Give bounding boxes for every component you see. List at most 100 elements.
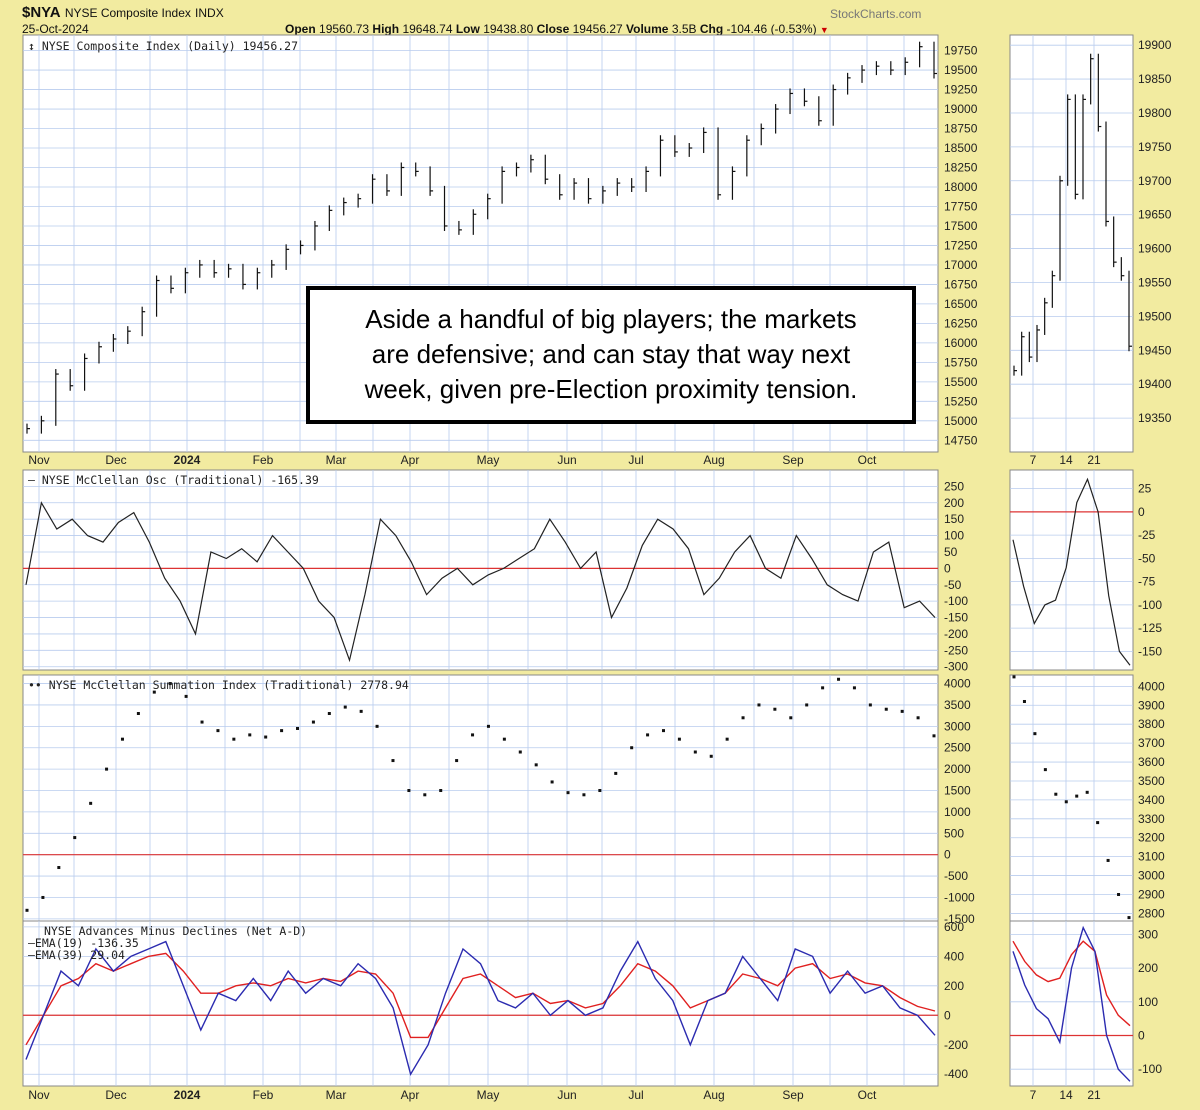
- side-ema39-line: [1012, 940, 1131, 1027]
- side-summation-dot: [1085, 790, 1089, 794]
- side-panel-0: [1009, 34, 1134, 453]
- summation-dot: [168, 682, 172, 686]
- summation-dot: [757, 703, 761, 707]
- x-month-label: 2024: [174, 453, 201, 467]
- y-tick-label: 4000: [944, 677, 971, 691]
- y-tick-label: 150: [944, 512, 964, 526]
- y-tick-label: 18250: [944, 161, 978, 175]
- summation-dot: [152, 690, 156, 694]
- y-tick-label: 0: [944, 561, 951, 575]
- low-value: 19438.80: [483, 22, 534, 36]
- y-tick-label: -125: [1138, 621, 1162, 635]
- y-tick-label: 4000: [1138, 679, 1165, 693]
- summation-dot: [709, 754, 713, 758]
- summation-dot: [661, 729, 665, 733]
- x-day-label: 7: [1030, 453, 1037, 467]
- y-tick-label: 19250: [944, 83, 978, 97]
- summation-dot: [343, 705, 347, 709]
- summation-dot: [391, 759, 395, 763]
- side-osc-line: [1012, 477, 1131, 666]
- y-tick-label: 3600: [1138, 755, 1165, 769]
- summation-dot: [630, 746, 634, 750]
- side-summation-dot: [1033, 732, 1037, 736]
- y-tick-label: -100: [1138, 598, 1162, 612]
- panel-frame: [22, 674, 939, 922]
- y-tick-label: 19900: [1138, 38, 1172, 52]
- ema39-legend: —EMA(39) 29.04: [28, 948, 125, 962]
- y-tick-label: -150: [1138, 644, 1162, 658]
- index-name: NYSE Composite Index: [64, 6, 191, 20]
- summation-dot: [534, 763, 538, 767]
- main-panel-1: [22, 469, 939, 671]
- y-tick-label: 3000: [944, 719, 971, 733]
- price-panel-title: ↕ NYSE Composite Index (Daily) 19456.27: [28, 39, 298, 53]
- summation-dot: [248, 733, 252, 737]
- x-month-label: Aug: [703, 453, 724, 467]
- summation-dot: [89, 801, 93, 805]
- y-tick-label: 2000: [944, 762, 971, 776]
- y-tick-label: -500: [944, 869, 968, 883]
- side-summation-dot: [1022, 699, 1026, 703]
- summation-dot: [327, 712, 331, 716]
- x-month-label: Aug: [703, 1088, 724, 1102]
- y-tick-label: 3800: [1138, 717, 1165, 731]
- y-tick-label: 100: [1138, 995, 1158, 1009]
- side-panel-1: [1009, 469, 1134, 671]
- y-tick-label: -150: [944, 611, 968, 625]
- y-tick-label: 19450: [1138, 343, 1172, 357]
- ad-panel-title: NYSE Advances Minus Declines (Net A-D): [44, 924, 307, 938]
- high-value: 19648.74: [402, 22, 453, 36]
- panel-frame: [1009, 674, 1134, 922]
- y-tick-label: 600: [944, 920, 964, 934]
- y-tick-label: 17500: [944, 219, 978, 233]
- summation-dot: [868, 703, 872, 707]
- ema19-legend: —EMA(19) -136.35: [28, 936, 139, 950]
- y-tick-label: 19500: [1138, 309, 1172, 323]
- y-tick-label: 3000: [1138, 869, 1165, 883]
- summation-dot: [518, 750, 522, 754]
- y-tick-label: 18750: [944, 122, 978, 136]
- y-tick-label: 25: [1138, 482, 1152, 496]
- y-tick-label: -75: [1138, 575, 1156, 589]
- y-tick-label: 400: [944, 949, 964, 963]
- y-tick-label: 1500: [944, 784, 971, 798]
- summation-dot: [932, 734, 936, 738]
- symbol: $NYA: [22, 4, 61, 21]
- summation-dot: [837, 677, 841, 681]
- summation-dot: [359, 709, 363, 713]
- y-tick-label: 18000: [944, 180, 978, 194]
- y-tick-label: 19500: [944, 63, 978, 77]
- summation-dot: [471, 733, 475, 737]
- summation-dot: [439, 789, 443, 793]
- panel-frame: [22, 469, 939, 671]
- y-tick-label: 14750: [944, 433, 978, 447]
- summation-dot: [598, 789, 602, 793]
- x-month-label: Mar: [326, 453, 347, 467]
- high-label: High: [372, 22, 400, 36]
- y-tick-label: 16250: [944, 316, 978, 330]
- y-tick-label: -50: [1138, 551, 1156, 565]
- exchange: INDX: [195, 6, 224, 20]
- main-panel-3: [22, 920, 939, 1087]
- callout-line-3: week, given pre-Election proximity tensi…: [364, 374, 858, 404]
- x-month-label: Jul: [628, 1088, 643, 1102]
- summation-dot: [646, 733, 650, 737]
- summation-dot: [455, 759, 459, 763]
- osc-panel-title: — NYSE McClellan Osc (Traditional) -165.…: [28, 473, 319, 487]
- y-tick-label: 0: [1138, 1028, 1145, 1042]
- x-month-label: Jun: [557, 453, 576, 467]
- volume-value: 3.5B: [671, 22, 697, 36]
- x-month-label: Nov: [28, 1088, 49, 1102]
- ohlc-bar: Open 19560.73 High 19648.74 Low 19438.80…: [285, 22, 829, 36]
- y-tick-label: 2500: [944, 741, 971, 755]
- y-tick-label: 19600: [1138, 242, 1172, 256]
- summation-dot: [741, 716, 745, 720]
- y-tick-label: 18500: [944, 141, 978, 155]
- summation-dot: [852, 686, 856, 690]
- y-tick-label: 3100: [1138, 850, 1165, 864]
- x-month-label: Feb: [253, 1088, 274, 1102]
- y-tick-label: -50: [944, 578, 962, 592]
- summation-dot: [232, 737, 236, 741]
- y-tick-label: 300: [1138, 927, 1158, 941]
- y-tick-label: 15750: [944, 355, 978, 369]
